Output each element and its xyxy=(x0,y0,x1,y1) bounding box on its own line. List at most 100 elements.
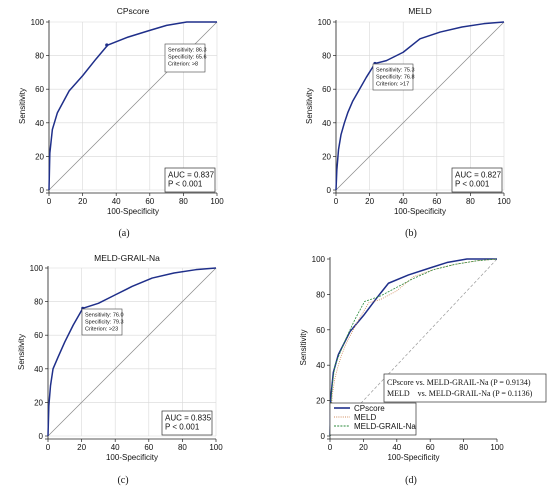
criterion-line: Specificity: 76.8 xyxy=(376,75,415,81)
x-tick-label: 100 xyxy=(209,443,223,452)
y-tick-label: 60 xyxy=(316,326,325,335)
y-tick-label: 40 xyxy=(35,119,44,128)
auc-line: AUC = 0.835 xyxy=(165,414,212,423)
criterion-line: Criterion: >8 xyxy=(168,62,198,68)
roc-curve xyxy=(48,21,217,191)
roc-chart-b: 0 20 40 60 80 100 0 20 40 60 80 100 100-Specificity S… xyxy=(305,6,511,239)
comparison-box xyxy=(383,373,547,403)
y-tick-label: 20 xyxy=(35,152,44,161)
x-tick-label: 40 xyxy=(392,443,401,452)
x-tick-label: 60 xyxy=(426,443,435,452)
auc-line: AUC = 0.827 xyxy=(455,171,502,180)
y-axis-label: Sensitivity xyxy=(18,88,27,124)
criterion-line: Specificity: 79.3 xyxy=(85,320,124,326)
roc-chart-a: 0 20 40 60 80 100 0 20 40 60 80 100 100-Specificity S… xyxy=(18,6,224,239)
auc-box xyxy=(161,410,213,436)
comparison-line: MELD vs. MELD-GRAIL-Na (P = 0.1136) xyxy=(387,389,533,398)
x-tick-label: 0 xyxy=(328,443,333,452)
x-tick-label: 20 xyxy=(359,443,368,452)
criterion-line: Specificity: 65.6 xyxy=(168,55,207,61)
criterion-box xyxy=(81,308,123,336)
roc-curve-cpscore xyxy=(329,258,497,437)
x-tick-label: 20 xyxy=(77,443,86,452)
y-axis-label: Sensitivity xyxy=(17,334,26,370)
y-tick-label: 100 xyxy=(318,18,332,27)
x-tick-label: 0 xyxy=(47,197,52,206)
y-tick-label: 60 xyxy=(34,331,43,340)
auc-box xyxy=(451,167,503,193)
x-axis-label: 100-Specificity xyxy=(387,453,439,462)
y-tick-label: 80 xyxy=(34,298,43,307)
reference-diagonal xyxy=(47,267,217,437)
x-tick-label: 20 xyxy=(365,197,374,206)
y-tick-label: 80 xyxy=(35,52,44,61)
roc-curve-meld-grail-na xyxy=(329,258,498,437)
cut-point-marker xyxy=(105,43,109,47)
x-tick-label: 60 xyxy=(432,197,441,206)
criterion-line: Sensitivity: 86.3 xyxy=(168,48,207,54)
y-tick-label: 0 xyxy=(327,186,332,195)
x-axis-label: 100-Specificity xyxy=(107,207,159,216)
x-tick-label: 0 xyxy=(46,443,51,452)
legend-label: CPscore xyxy=(354,404,385,413)
auc-line: P < 0.001 xyxy=(455,180,490,189)
roc-chart-c: 0 20 40 60 80 100 0 20 40 60 80 100 100-Specificity S… xyxy=(17,253,223,486)
criterion-line: Criterion: >23 xyxy=(85,327,118,333)
y-tick-label: 0 xyxy=(321,432,326,441)
x-tick-label: 40 xyxy=(111,443,120,452)
x-tick-label: 60 xyxy=(145,197,154,206)
legend-label: MELD-GRAIL-Na xyxy=(354,422,416,431)
panel-caption: (a) xyxy=(118,228,129,239)
y-tick-label: 40 xyxy=(316,361,325,370)
criterion-box xyxy=(372,63,414,91)
y-tick-label: 0 xyxy=(40,186,45,195)
x-tick-label: 100 xyxy=(210,197,224,206)
x-tick-label: 60 xyxy=(144,443,153,452)
y-tick-label: 60 xyxy=(35,85,44,94)
criterion-line: Criterion: >17 xyxy=(376,82,409,88)
x-tick-label: 40 xyxy=(399,197,408,206)
x-tick-label: 20 xyxy=(78,197,87,206)
y-axis-label: Sensitivity xyxy=(305,88,314,124)
auc-line: AUC = 0.837 xyxy=(168,171,215,180)
panel-caption: (b) xyxy=(405,228,417,239)
x-tick-label: 80 xyxy=(466,197,475,206)
legend-label: MELD xyxy=(354,413,376,422)
x-tick-label: 80 xyxy=(178,443,187,452)
y-tick-label: 0 xyxy=(39,432,44,441)
x-tick-label: 40 xyxy=(112,197,121,206)
x-tick-label: 80 xyxy=(459,443,468,452)
criterion-line: Sensitivity: 76.0 xyxy=(85,313,124,319)
y-axis-label: Sensitivity xyxy=(299,329,308,365)
criterion-box xyxy=(164,43,206,73)
y-tick-label: 20 xyxy=(316,397,325,406)
auc-line: P < 0.001 xyxy=(168,180,203,189)
roc-chart-d: 0 20 40 60 80 100 0 20 40 60 80 100 100-Specificity S… xyxy=(299,255,547,486)
x-tick-label: 80 xyxy=(179,197,188,206)
x-tick-label: 100 xyxy=(497,197,511,206)
y-tick-label: 20 xyxy=(34,398,43,407)
y-tick-label: 80 xyxy=(322,52,331,61)
criterion-line: Sensitivity: 75.3 xyxy=(376,68,415,74)
y-tick-label: 40 xyxy=(34,365,43,374)
comparison-line: CPscore vs. MELD-GRAIL-Na (P = 0.9134) xyxy=(387,378,531,387)
x-tick-label: 0 xyxy=(334,197,339,206)
y-tick-label: 20 xyxy=(322,152,331,161)
y-tick-label: 100 xyxy=(31,18,45,27)
reference-diagonal xyxy=(335,21,505,191)
y-tick-label: 100 xyxy=(312,255,326,264)
panel-caption: (c) xyxy=(117,475,128,486)
x-axis-label: 100-Specificity xyxy=(394,207,446,216)
y-tick-label: 40 xyxy=(322,119,331,128)
panel-caption: (d) xyxy=(405,475,417,486)
auc-line: P < 0.001 xyxy=(165,423,200,432)
chart-title: MELD xyxy=(408,6,432,16)
y-tick-label: 80 xyxy=(316,290,325,299)
x-tick-label: 100 xyxy=(490,443,504,452)
roc-curve xyxy=(335,21,505,191)
y-tick-label: 100 xyxy=(30,264,44,273)
auc-box xyxy=(164,167,216,193)
chart-title: MELD-GRAIL-Na xyxy=(94,253,160,263)
chart-title: CPscore xyxy=(117,6,150,16)
